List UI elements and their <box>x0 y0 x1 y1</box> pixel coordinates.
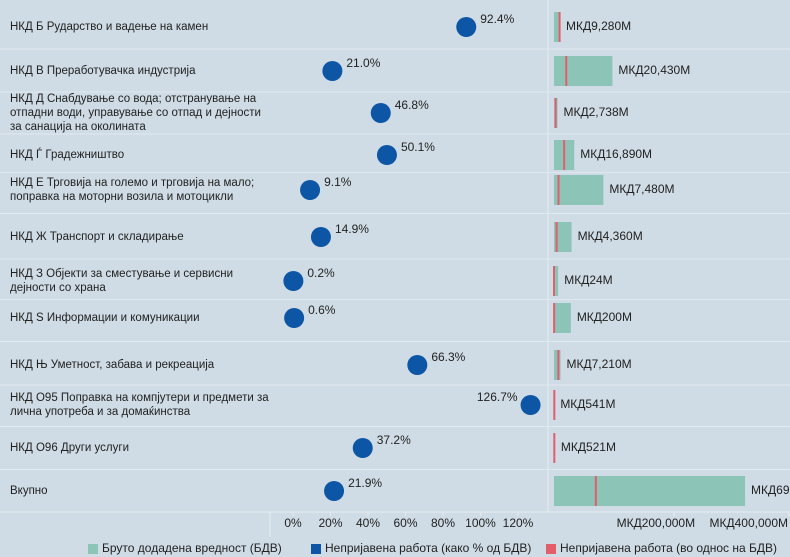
dot <box>407 355 428 375</box>
category-label: НКД Б Рударство и вадење на камен <box>10 21 209 33</box>
x-tick-label: 80% <box>431 516 455 530</box>
legend-label: Непријавена работа (во однос на БДВ) <box>560 541 777 555</box>
marker <box>555 222 558 252</box>
x-tick-label: 40% <box>356 516 380 530</box>
data-label: МКД541М <box>560 397 615 411</box>
data-label: МКД2,738М <box>564 105 629 119</box>
category-label: НКД Ѕ Информации и комуникации <box>10 312 200 324</box>
data-label: 92.4% <box>480 12 514 26</box>
dot <box>300 180 321 200</box>
data-label: 0.6% <box>308 303 336 317</box>
category-label: НКД О96 Други услуги <box>10 442 129 454</box>
dot <box>352 438 373 458</box>
category-label: НКД Ж Транспорт и складирање <box>10 231 184 243</box>
data-label: МКД9,280М <box>566 19 631 33</box>
dot <box>520 395 541 415</box>
category-label: НКД О95 Поправка на компјутери и предмет… <box>10 392 269 418</box>
data-label: 21.0% <box>346 56 380 70</box>
bar <box>554 175 604 205</box>
data-label: 0.2% <box>307 266 335 280</box>
bar <box>554 266 559 296</box>
marker <box>554 98 557 128</box>
x-tick-label: 0% <box>284 516 302 530</box>
category-label: НКД В Преработувачка индустрија <box>10 65 196 77</box>
marker <box>565 56 568 86</box>
marker <box>563 140 566 170</box>
bar <box>554 476 746 506</box>
data-label: МКД7,480М <box>609 182 674 196</box>
x-tick-label: 120% <box>503 516 534 530</box>
data-label: 14.9% <box>335 222 369 236</box>
dot <box>370 103 391 123</box>
bar <box>554 222 572 252</box>
data-label: МКД200М <box>577 310 632 324</box>
data-label: 126.7% <box>477 390 518 404</box>
category-label: НКД Ѓ Градежништво <box>10 149 125 161</box>
marker <box>558 12 561 42</box>
data-label: 9.1% <box>324 175 352 189</box>
data-label: МКД7,210М <box>567 357 632 371</box>
x-tick-label: 60% <box>393 516 417 530</box>
marker <box>553 390 556 420</box>
marker <box>553 266 556 296</box>
data-label: 37.2% <box>377 433 411 447</box>
marker <box>557 350 560 380</box>
dot <box>322 61 343 81</box>
marker <box>557 175 560 205</box>
x-tick-label: МКД400,000М <box>710 516 789 530</box>
legend-label: Бруто додадена вредност (БДВ) <box>102 541 282 555</box>
marker <box>553 433 556 463</box>
category-label: Вкупно <box>10 485 48 497</box>
marker <box>553 303 556 333</box>
bar <box>554 12 561 42</box>
x-tick-label: 100% <box>465 516 496 530</box>
dot <box>284 308 305 328</box>
category-label: НКД Е Трговија на големо и трговија на м… <box>10 177 255 203</box>
dot <box>310 227 331 247</box>
data-label: МКД16,890М <box>580 147 652 161</box>
data-label: МКД20,430М <box>618 63 690 77</box>
category-label: НКД З Објекти за сместување и сервисни д… <box>10 268 233 294</box>
dot <box>376 145 397 165</box>
category-label: НКД Њ Уметност, забава и рекреација <box>10 359 215 371</box>
legend-label: Непријавена работа (како % од БДВ) <box>325 541 531 555</box>
dot <box>283 271 304 291</box>
data-label: МКД4,360М <box>578 229 643 243</box>
x-tick-label: МКД200,000М <box>617 516 696 530</box>
bar <box>554 56 613 86</box>
bar <box>554 350 561 380</box>
data-label: 46.8% <box>395 98 429 112</box>
data-label: 50.1% <box>401 140 435 154</box>
x-tick-label: 20% <box>318 516 342 530</box>
data-label: МКД521М <box>561 440 616 454</box>
data-label: 21.9% <box>348 476 382 490</box>
data-label: 66.3% <box>431 350 465 364</box>
data-label: МКД69,674М <box>751 483 790 497</box>
dot <box>324 481 345 501</box>
dot <box>456 17 477 37</box>
legend-swatch <box>88 544 98 554</box>
category-label: НКД Д Снабдување со вода; отстранување н… <box>10 93 261 133</box>
marker <box>594 476 597 506</box>
bar <box>554 303 571 333</box>
data-label: МКД24М <box>564 273 612 287</box>
legend-swatch <box>311 544 321 554</box>
legend-swatch <box>546 544 556 554</box>
